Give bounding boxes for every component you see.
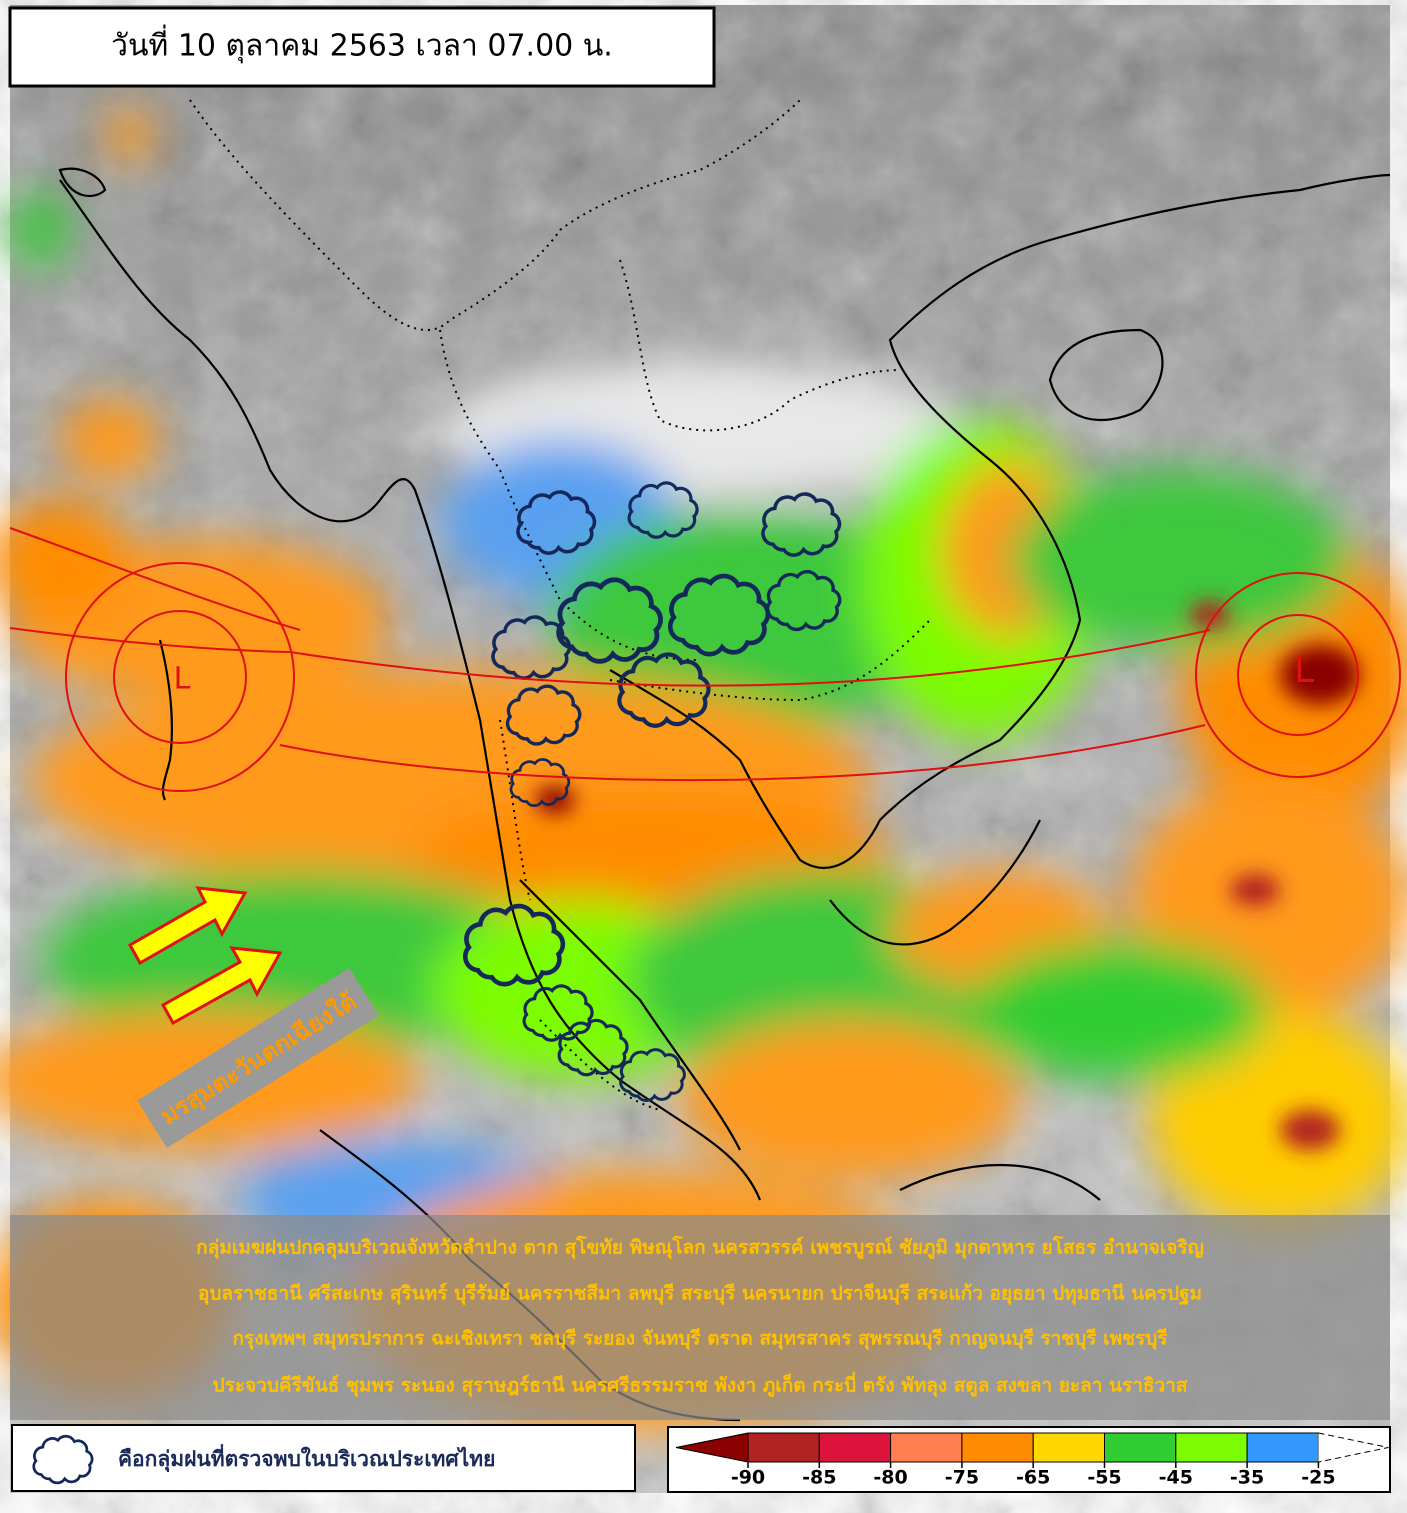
scale-tick-label: -25 xyxy=(1301,1467,1335,1489)
description-line: กลุ่มเมฆฝนปกคลุมบริเวณจังหวัดลำปาง ตาก ส… xyxy=(196,1236,1204,1260)
legend-box xyxy=(11,1424,636,1492)
scale-tick-label: -45 xyxy=(1159,1467,1193,1489)
title-box xyxy=(8,6,716,88)
scale-tick-label: -80 xyxy=(873,1467,907,1489)
scale-arrow xyxy=(1318,1432,1389,1463)
borders xyxy=(189,99,931,1111)
description-line: กรุงเทพฯ สมุทรปราการ ฉะเชิงเทรา ชลบุรี ร… xyxy=(233,1328,1169,1351)
description-line: อุบลราชธานี ศรีสะเกษ สุรินทร์ บุรีรัมย์ … xyxy=(198,1283,1202,1307)
low-label: L xyxy=(174,662,191,697)
scale-tick-label: -90 xyxy=(731,1467,765,1489)
scale-segment xyxy=(1032,1432,1105,1463)
title: วันที่ 10 ตุลาคม 2563 เวลา 07.00 น. xyxy=(111,25,613,65)
scale-tick-label: -65 xyxy=(1016,1467,1050,1489)
scale-segment xyxy=(961,1432,1034,1463)
scale-segment xyxy=(747,1432,820,1463)
scale-segment xyxy=(1246,1432,1319,1463)
monsoon-arrows xyxy=(127,886,283,1026)
description-panel xyxy=(10,1215,1390,1420)
scale-tick-label: -85 xyxy=(802,1467,836,1489)
legend-label: คือกลุ่มฝนที่ตรวจพบในบริเวณประเทศไทย xyxy=(118,1443,495,1473)
scale-segment xyxy=(1175,1432,1248,1463)
scale-tick-label: -35 xyxy=(1230,1467,1264,1489)
scale-segment xyxy=(890,1432,963,1463)
color-scale: -90 -85 -80 -75 -65 -55 -45 -35 -25 xyxy=(675,1432,1389,1489)
scale-segment xyxy=(818,1432,892,1463)
scale-tick-label: -55 xyxy=(1087,1467,1121,1489)
low-label: L xyxy=(1294,650,1314,691)
description-line: ประจวบคีรีขันธ์ ชุมพร ระนอง สุราษฎร์ธานี… xyxy=(213,1372,1188,1398)
scale-tick-label: -75 xyxy=(945,1467,979,1489)
scale-segment xyxy=(1104,1432,1177,1463)
low-pressure xyxy=(9,527,1401,792)
